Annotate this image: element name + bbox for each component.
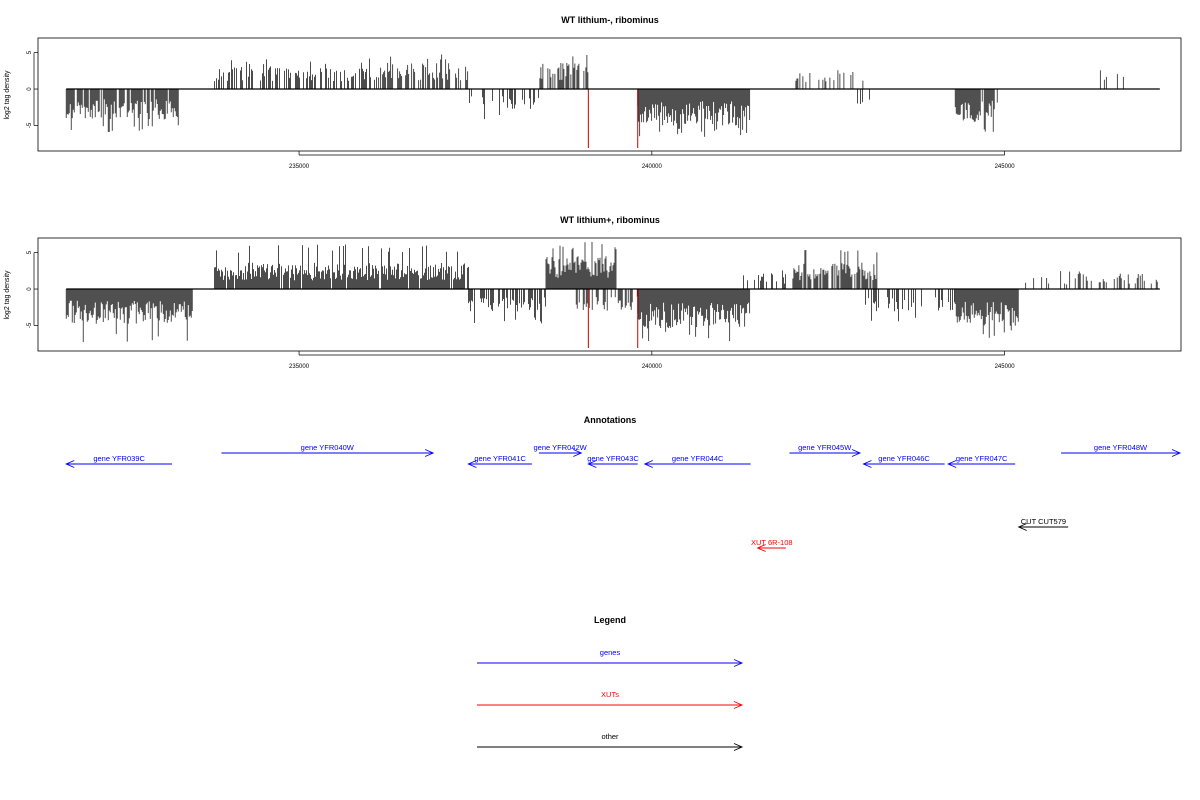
feature-arrow: gene YFR048W <box>1061 443 1182 457</box>
legend-label: XUTs <box>601 690 619 699</box>
feature-label: gene YFR041C <box>474 454 526 463</box>
feature-label: gene YFR040W <box>301 443 355 452</box>
x-tick-label: 245000 <box>995 164 1016 170</box>
highlight-bars <box>587 289 639 348</box>
y-axis-label: log2 tag density <box>4 70 11 120</box>
annotation-features: gene YFR039C gene YFR040W gene YFR041C gene… <box>65 443 1182 552</box>
plot-panel-lithium-plus: WT lithium+, ribominus log2 tag density … <box>4 215 1182 370</box>
feature-arrow: gene YFR039C <box>65 454 173 468</box>
feature-arrow: gene YFR047C <box>947 454 1016 468</box>
legend-label: genes <box>600 648 621 657</box>
legend-item: other <box>477 732 744 751</box>
feature-label: gene YFR039C <box>93 454 145 463</box>
legend-item: genes <box>477 648 744 667</box>
plot-title: WT lithium-, ribominus <box>561 15 659 25</box>
y-axis: -5 0 5 <box>27 250 38 328</box>
y-tick-label: 0 <box>27 87 33 91</box>
feature-label: gene YFR046C <box>878 454 930 463</box>
y-tick-label: 5 <box>27 50 33 54</box>
feature-label: gene YFR042W <box>533 443 587 452</box>
feature-label: CUT CUT579 <box>1021 517 1066 526</box>
feature-arrow: gene YFR040W <box>221 443 435 457</box>
feature-arrow: XUT 6R-108 <box>751 538 793 552</box>
x-tick-label: 240000 <box>642 164 663 170</box>
y-axis: -5 0 5 <box>27 50 38 128</box>
plot-title: WT lithium+, ribominus <box>560 215 660 225</box>
feature-label: gene YFR044C <box>672 454 724 463</box>
legend-title: Legend <box>594 615 626 625</box>
y-axis-label: log2 tag density <box>4 270 11 320</box>
feature-arrow: gene YFR046C <box>862 454 945 468</box>
legend: Legend genes XUTs other <box>477 615 744 751</box>
density-bars <box>65 54 1124 137</box>
feature-arrow: CUT CUT579 <box>1017 517 1069 531</box>
feature-arrow: gene YFR042W <box>533 443 588 457</box>
density-bars <box>65 242 1158 342</box>
y-tick-label: -5 <box>27 122 33 128</box>
legend-item: XUTs <box>477 690 744 709</box>
feature-label: gene YFR048W <box>1094 443 1148 452</box>
feature-arrow: gene YFR043C <box>587 454 639 468</box>
feature-arrow: gene YFR045W <box>789 443 862 457</box>
legend-label: other <box>601 732 619 741</box>
y-tick-label: -5 <box>27 322 33 328</box>
feature-label: gene YFR045W <box>798 443 852 452</box>
annotations-title: Annotations <box>584 415 637 425</box>
feature-label: gene YFR043C <box>587 454 639 463</box>
y-tick-label: 0 <box>27 287 33 291</box>
x-axis: 235000 240000 245000 <box>289 151 1015 170</box>
plot-panel-lithium-minus: WT lithium-, ribominus log2 tag density … <box>4 15 1182 170</box>
feature-label: XUT 6R-108 <box>751 538 793 547</box>
x-tick-label: 245000 <box>995 364 1016 370</box>
x-axis: 235000 240000 245000 <box>289 351 1015 370</box>
feature-label: gene YFR047C <box>956 454 1008 463</box>
x-tick-label: 235000 <box>289 364 310 370</box>
legend-items: genes XUTs other <box>477 648 744 751</box>
highlight-bars <box>587 89 639 148</box>
feature-arrow: gene YFR041C <box>467 454 532 468</box>
y-tick-label: 5 <box>27 250 33 254</box>
x-tick-label: 235000 <box>289 164 310 170</box>
x-tick-label: 240000 <box>642 364 663 370</box>
plot-frame <box>37 237 1182 352</box>
feature-arrow: gene YFR044C <box>643 454 751 468</box>
plot-frame <box>37 37 1182 152</box>
